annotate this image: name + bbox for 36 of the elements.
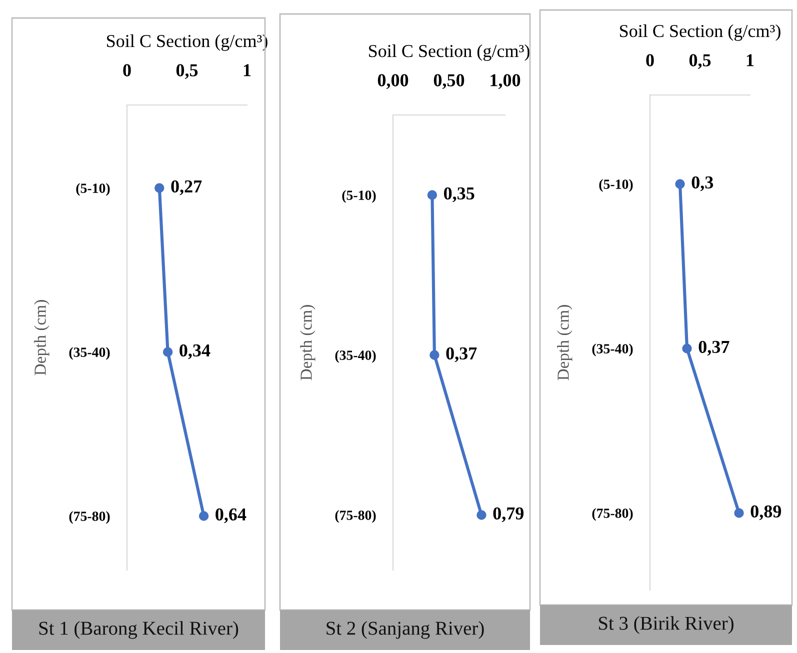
y-tick-label: (75-80) [335,510,376,523]
data-label: 0,37 [446,347,477,362]
y-tick-label: (75-80) [69,511,110,524]
data-label: 0,3 [692,176,714,192]
x-tick-label: 1 [746,54,754,66]
text: St 3 (Birik River) [598,616,734,634]
y-tick-label: (35-40) [592,344,633,356]
x-tick-label: 0 [123,64,131,76]
data-label: 0,79 [493,507,524,522]
x-axis-title: Soil C Section (g/cm³) [620,24,780,41]
y-tick-label: (5-10) [599,179,633,192]
data-label: 0,27 [171,180,202,196]
y-tick-label: (5-10) [342,190,376,203]
x-axis-title: Soil C Section (g/cm³) [369,44,530,61]
text: St 2 (Sanjang River) [326,621,484,639]
y-tick-label: (5-10) [76,183,110,196]
data-label: 0,35 [444,187,474,202]
x-tick-label: 1,00 [490,74,520,89]
x-axis-title: Soil C Section (g/cm³) [107,34,268,51]
x-tick-label: 0,5 [176,64,198,79]
data-label: 0,34 [180,344,210,360]
text: St 1 (Barong Kecil River) [39,621,238,639]
y-axis-title: Depth (cm) [300,305,316,380]
y-tick-label: (35-40) [335,350,376,363]
x-tick-label: 0,00 [378,74,408,89]
y-tick-label: (75-80) [592,508,633,521]
x-tick-label: 0 [646,54,654,66]
x-tick-label: 1 [244,64,251,76]
x-tick-label: 0,5 [689,54,711,69]
data-label: 0,64 [216,508,246,524]
x-tick-label: 0,50 [434,74,464,89]
y-axis-title: Depth (cm) [557,305,572,380]
data-label: 0,89 [750,505,782,520]
y-axis-title: Depth (cm) [34,300,50,376]
data-label: 0,37 [698,340,730,356]
y-tick-label: (35-40) [69,347,110,360]
